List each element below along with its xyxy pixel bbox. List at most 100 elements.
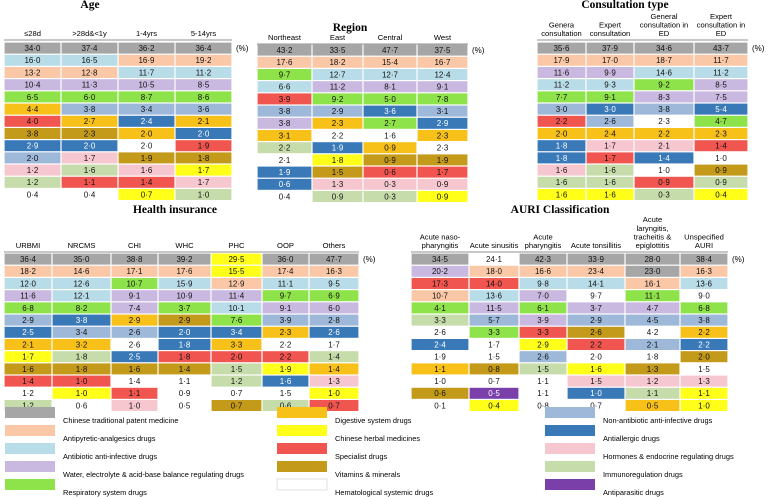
- cell-value: 10·5: [138, 81, 155, 90]
- cell-value: 2·9: [332, 107, 344, 116]
- cell-value: 18·0: [486, 267, 503, 276]
- cell-hematological: [519, 375, 567, 387]
- cell-water: [625, 302, 680, 314]
- cell-tcpm: [537, 42, 586, 54]
- cell-value: 7·0: [537, 292, 549, 301]
- cell-value: 36·4: [20, 255, 37, 264]
- cell-value: 36·0: [277, 255, 294, 264]
- cell-value: 2·3: [437, 144, 449, 153]
- cell-value: 2·3: [715, 129, 727, 138]
- cell-value: 3·3: [537, 328, 549, 337]
- cell-vitamins: [4, 128, 61, 139]
- cell-antiallergic: [211, 326, 262, 338]
- cell-tcpm: [61, 42, 118, 54]
- legend-label-nonantibiotic: Non-antibiotic anti-infective drugs: [603, 416, 713, 425]
- cell-nonantibiotic: [634, 103, 694, 115]
- cell-value: 8·7: [141, 93, 153, 102]
- cell-value: 47·7: [382, 46, 399, 55]
- cell-specialist: [363, 166, 417, 178]
- cell-antipyretic: [625, 278, 680, 289]
- cell-value: 3·1: [279, 131, 291, 140]
- cell-respiratory: [175, 91, 232, 103]
- cell-hematological: [309, 339, 359, 350]
- cell-value: 2·3: [84, 129, 96, 138]
- cell-respiratory: [680, 302, 728, 314]
- cell-value: 11·2: [196, 68, 212, 77]
- cell-antiallergic: [309, 326, 359, 338]
- cell-value: 0·5: [647, 401, 659, 410]
- cell-vitamins: [211, 400, 262, 411]
- cell-immuno: [175, 189, 232, 200]
- cell-value: 2·0: [231, 353, 243, 362]
- column-header: Acute laryngitis, tracheitis & epiglottitis: [634, 215, 672, 250]
- cell-value: 15·9: [176, 279, 193, 288]
- cell-antibiotic: [4, 54, 61, 66]
- cell-water: [586, 67, 634, 78]
- cell-value: 6·0: [328, 304, 340, 313]
- cell-hormones: [111, 400, 158, 411]
- cell-value: 2·6: [129, 328, 141, 337]
- cell-value: 0·5: [488, 389, 500, 398]
- cell-hormones: [175, 176, 232, 188]
- cell-value: 3·6: [384, 107, 396, 116]
- cell-value: 6·8: [22, 304, 34, 313]
- cell-tcpm: [567, 253, 625, 265]
- cell-specialist: [211, 351, 262, 363]
- cell-value: 11·6: [20, 292, 36, 301]
- column-header: OOP: [277, 241, 294, 250]
- cell-value: 0·4: [84, 190, 96, 199]
- cell-nonantibiotic: [309, 314, 359, 326]
- cell-water: [694, 79, 748, 91]
- column-header: 5-14yrs: [191, 29, 217, 38]
- cell-hematological: [625, 351, 680, 363]
- cell-vitamins: [61, 128, 118, 139]
- legend-swatch-vitamins: [277, 461, 327, 472]
- cell-value: 0·7: [231, 401, 243, 410]
- cell-value: 17·3: [432, 279, 449, 288]
- cell-antiallergic: [694, 103, 748, 115]
- cell-value: 0·6: [434, 389, 446, 398]
- cell-value: 1·0: [698, 401, 710, 410]
- cell-value: 11·5: [486, 304, 502, 313]
- unit-label: (%): [472, 46, 485, 55]
- cell-value: 16·7: [434, 58, 451, 67]
- cell-water: [118, 79, 175, 91]
- cell-hematological: [312, 130, 363, 141]
- cell-antipyretic: [158, 265, 211, 277]
- cell-value: 12·8: [81, 68, 98, 77]
- cell-water: [175, 79, 232, 91]
- cell-value: 1·6: [384, 131, 396, 140]
- cell-value: 1·1: [698, 389, 710, 398]
- cell-nonantibiotic: [625, 314, 680, 326]
- legend-swatch-antiparasitic: [545, 479, 595, 490]
- legend-label-antiparasitic: Antiparasitic drugs: [603, 488, 664, 497]
- cell-digestive: [417, 130, 468, 141]
- cell-hormones: [417, 178, 468, 190]
- cell-value: 0·9: [179, 389, 191, 398]
- cell-value: 3·7: [179, 304, 191, 313]
- cell-respiratory: [417, 93, 468, 105]
- cell-hematological: [567, 400, 625, 411]
- column-header: Northeast: [268, 33, 302, 42]
- cell-value: 3·4: [231, 328, 243, 337]
- cell-vitamins: [567, 326, 625, 338]
- cell-value: 0·9: [384, 144, 396, 153]
- cell-value: 24·1: [486, 255, 503, 264]
- cell-value: 2·0: [141, 129, 153, 138]
- cell-herbal: [312, 154, 363, 166]
- cell-water: [519, 290, 567, 302]
- cell-value: 1·5: [537, 365, 549, 374]
- legend-swatch-specialist: [277, 443, 327, 454]
- cell-tcpm: [625, 265, 680, 277]
- cell-value: 9·7: [280, 292, 292, 301]
- cell-value: 7·5: [715, 93, 727, 102]
- cell-antipyretic: [175, 54, 232, 66]
- cell-value: 9·5: [328, 279, 340, 288]
- cell-antipyretic: [4, 265, 52, 277]
- cell-value: 16·3: [696, 267, 713, 276]
- cell-value: 9·3: [604, 81, 616, 90]
- cell-value: 2·9: [129, 316, 141, 325]
- table-region: Region Northeast East Central West 43·2 33·5 47…: [257, 22, 485, 202]
- cell-antibiotic: [519, 278, 567, 289]
- cell-immuno: [411, 314, 469, 326]
